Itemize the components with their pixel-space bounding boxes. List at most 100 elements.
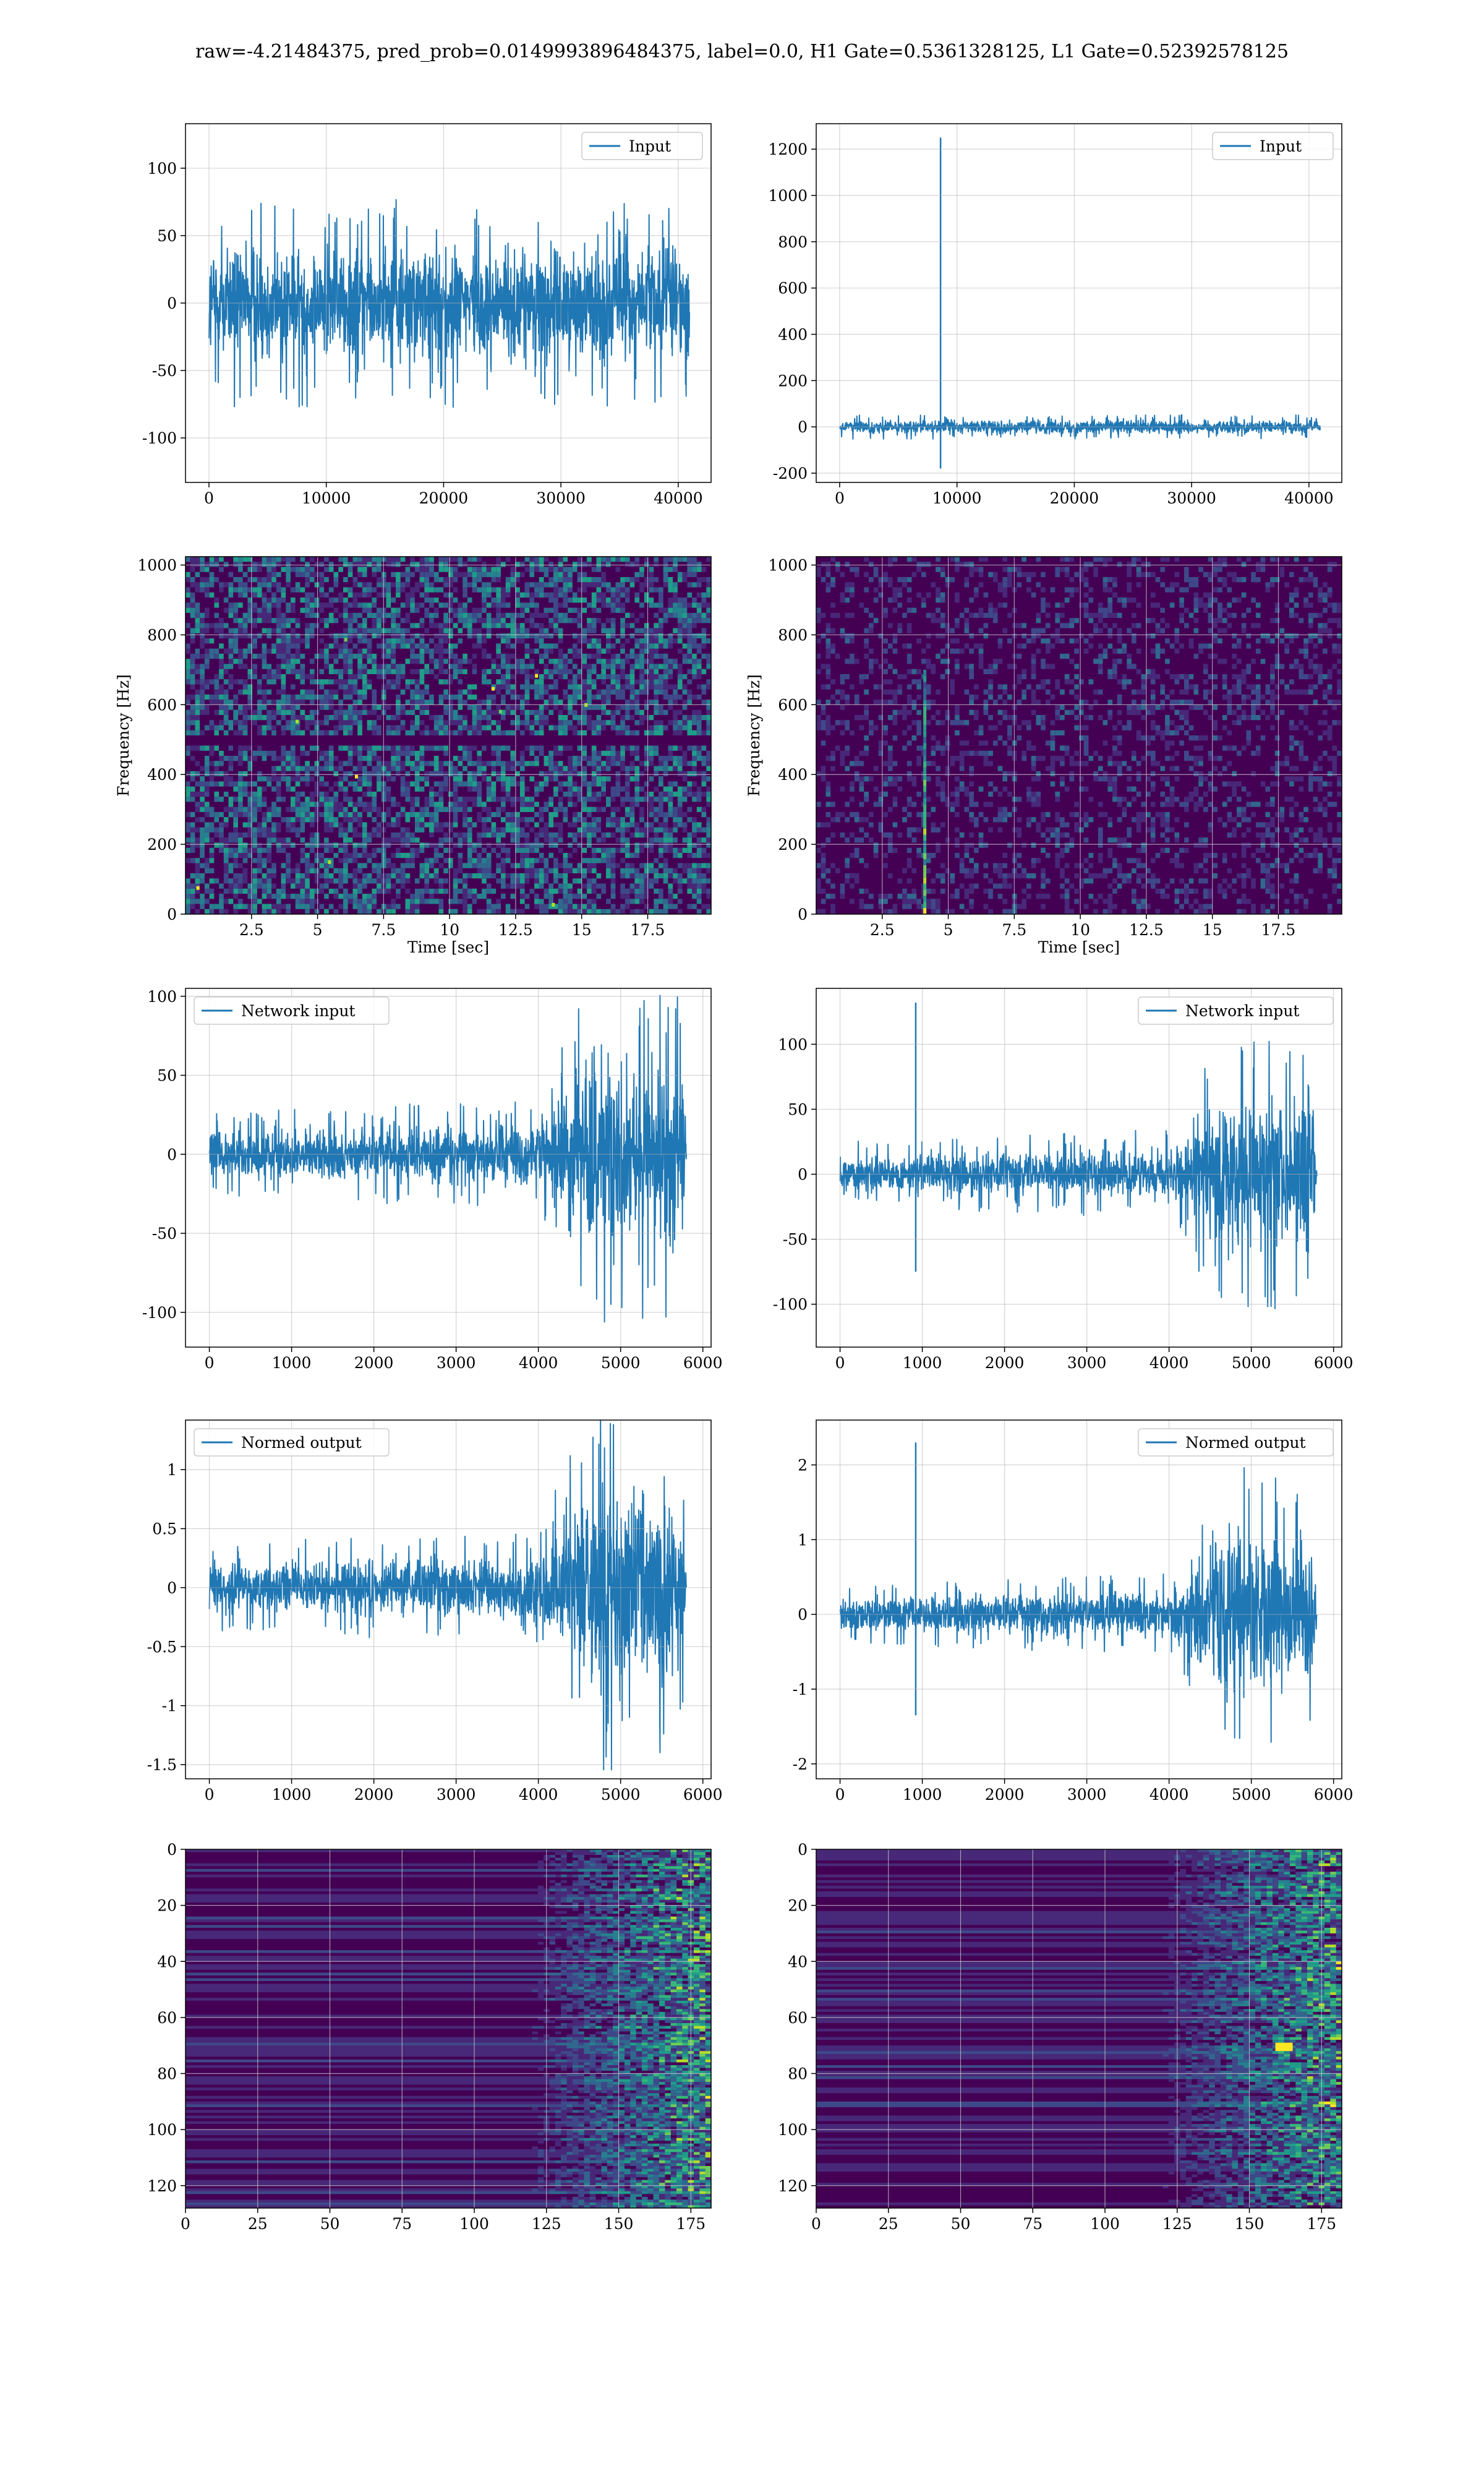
heatmap-cell: [486, 786, 492, 792]
heatmap-cell: [377, 827, 382, 833]
heatmap-cell: [242, 582, 248, 588]
heatmap-cell: [410, 587, 415, 593]
heatmap-cell: [223, 847, 229, 853]
heatmap-cell: [348, 704, 353, 710]
heatmap-cell: [501, 709, 506, 715]
heatmap-cell: [458, 745, 463, 751]
heatmap-cell: [257, 633, 262, 639]
heatmap-cell: [319, 638, 325, 644]
heatmap-cell: [572, 822, 578, 828]
heatmap-cell: [568, 894, 573, 899]
heatmap-cell: [204, 863, 210, 868]
heatmap-cell: [190, 715, 195, 721]
heatmap-cell: [276, 837, 281, 843]
heatmap-cell: [582, 802, 587, 807]
heatmap-cell: [386, 684, 391, 690]
heatmap-cell: [424, 873, 430, 879]
heatmap-cell: [448, 704, 453, 710]
heatmap-cell: [186, 904, 190, 909]
heatmap-cell: [491, 562, 497, 567]
heatmap-cell: [601, 582, 606, 588]
heatmap-cell: [477, 597, 482, 603]
heatmap-cell: [482, 873, 487, 879]
heatmap-cell: [314, 725, 320, 730]
heatmap-cell: [300, 904, 305, 909]
heatmap-cell: [553, 725, 558, 730]
heatmap-cell: [463, 822, 467, 828]
heatmap-cell: [534, 659, 539, 664]
heatmap-cell: [486, 873, 492, 879]
heatmap-cell: [396, 577, 401, 583]
heatmap-cell: [448, 899, 453, 904]
heatmap-cell: [539, 868, 544, 873]
heatmap-cell: [357, 628, 362, 633]
heatmap-cell: [314, 776, 320, 782]
heatmap-cell: [338, 858, 343, 863]
heatmap-cell: [300, 638, 305, 644]
heatmap-cell: [620, 756, 625, 761]
heatmap-cell: [467, 847, 472, 853]
heatmap-cell: [214, 664, 220, 669]
heatmap-cell: [448, 837, 453, 843]
heatmap-cell: [448, 847, 453, 853]
heatmap-cell: [367, 577, 372, 583]
heatmap-cell: [553, 700, 558, 705]
heatmap-cell: [242, 648, 248, 654]
heatmap-cell: [453, 776, 458, 782]
heatmap-cell: [644, 623, 649, 628]
heatmap-cell: [233, 730, 238, 735]
heatmap-cell: [606, 669, 611, 674]
heatmap-cell: [620, 669, 625, 674]
heatmap-cell: [219, 822, 224, 828]
heatmap-cell: [328, 633, 334, 639]
heatmap-cell: [247, 832, 253, 838]
heatmap-cell: [496, 868, 501, 873]
heatmap-cell: [673, 602, 678, 608]
heatmap-cell: [438, 653, 444, 659]
heatmap-cell: [223, 842, 229, 848]
heatmap-cell: [629, 633, 635, 639]
heatmap-cell: [625, 842, 630, 848]
heatmap-cell: [357, 709, 362, 715]
heatmap-cell: [372, 750, 377, 756]
heatmap-cell: [352, 633, 358, 639]
heatmap-cell: [252, 832, 257, 838]
heatmap-cell: [515, 715, 520, 721]
heatmap-cell: [186, 771, 190, 777]
heatmap-cell: [396, 694, 401, 700]
heatmap-cell: [386, 832, 391, 838]
heatmap-cell: [634, 868, 640, 873]
heatmap-cell: [659, 653, 663, 659]
heatmap-cell: [400, 878, 406, 884]
heatmap-cell: [267, 837, 272, 843]
heatmap-cell: [591, 766, 597, 771]
heatmap-cell: [295, 664, 301, 669]
heatmap-cell: [238, 904, 243, 909]
heatmap-cell: [544, 720, 549, 726]
heatmap-cell: [467, 756, 472, 761]
heatmap-cell: [615, 587, 621, 593]
heatmap-cell: [515, 761, 520, 766]
heatmap-cell: [568, 633, 573, 639]
heatmap-cell: [610, 868, 616, 873]
heatmap-cell: [319, 807, 325, 812]
heatmap-cell: [314, 628, 320, 633]
heatmap-cell: [257, 618, 262, 623]
heatmap-cell: [267, 852, 272, 858]
heatmap-cell: [639, 761, 644, 766]
heatmap-cell: [668, 669, 673, 674]
heatmap-cell: [291, 807, 296, 812]
heatmap-cell: [309, 623, 315, 628]
heatmap-cell: [333, 689, 339, 695]
heatmap-cell: [300, 745, 305, 751]
heatmap-cell: [591, 623, 597, 628]
heatmap-cell: [314, 837, 320, 843]
heatmap-cell: [467, 837, 472, 843]
heatmap-cell: [463, 899, 467, 904]
heatmap-cell: [377, 811, 382, 818]
heatmap-cell: [305, 633, 310, 639]
heatmap-cell: [386, 582, 391, 588]
heatmap-cell: [286, 781, 291, 787]
heatmap-cell: [668, 837, 673, 843]
heatmap-cell: [677, 852, 683, 858]
